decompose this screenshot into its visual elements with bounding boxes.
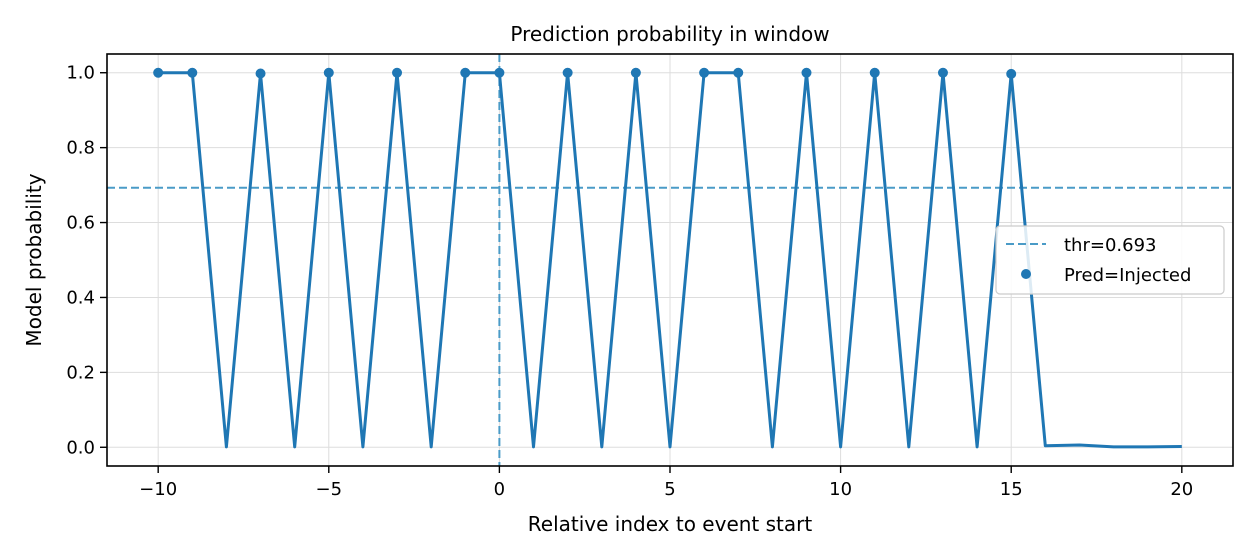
pred-injected-point (255, 68, 266, 79)
x-tick-label: 5 (664, 479, 675, 500)
x-tick-label: 0 (494, 479, 505, 500)
pred-injected-point (733, 67, 744, 78)
pred-injected-point (869, 67, 880, 78)
pred-injected-point (392, 67, 403, 78)
pred-injected-point (1006, 68, 1017, 79)
pred-injected-point (494, 67, 505, 78)
x-axis-ticks: −10 −5 0 5 10 15 20 (139, 466, 1193, 500)
y-axis-label: Model probability (22, 173, 46, 346)
pred-injected-point (460, 67, 471, 78)
y-tick-label: 1.0 (66, 63, 95, 84)
pred-injected-point (630, 67, 641, 78)
legend-pred-swatch (1021, 269, 1031, 279)
pred-injected-point (699, 67, 710, 78)
points-layer (153, 67, 1017, 79)
pred-injected-point (801, 67, 812, 78)
y-tick-label: 0.4 (66, 287, 95, 308)
x-tick-label: 15 (1000, 479, 1023, 500)
pred-injected-point (562, 67, 573, 78)
x-axis-label: Relative index to event start (528, 512, 813, 536)
pred-injected-point (937, 67, 948, 78)
x-tick-label: 10 (829, 479, 852, 500)
y-tick-label: 0.6 (66, 213, 95, 234)
y-tick-label: 0.0 (66, 437, 95, 458)
legend-pred-label: Pred=Injected (1064, 265, 1191, 286)
pred-injected-point (153, 67, 164, 78)
legend: thr=0.693 Pred=Injected (995, 225, 1225, 295)
threshold-layer (107, 54, 1233, 466)
legend-box (995, 225, 1225, 295)
pred-injected-point (323, 67, 334, 78)
x-tick-label: −5 (316, 479, 343, 500)
chart-title: Prediction probability in window (510, 22, 829, 46)
y-axis-ticks: 0.0 0.2 0.4 0.6 0.8 1.0 (66, 63, 107, 458)
pred-injected-point (187, 67, 198, 78)
y-tick-label: 0.2 (66, 362, 95, 383)
legend-threshold-label: thr=0.693 (1064, 235, 1156, 256)
y-tick-label: 0.8 (66, 138, 95, 159)
x-tick-label: 20 (1170, 479, 1193, 500)
x-tick-label: −10 (139, 479, 177, 500)
